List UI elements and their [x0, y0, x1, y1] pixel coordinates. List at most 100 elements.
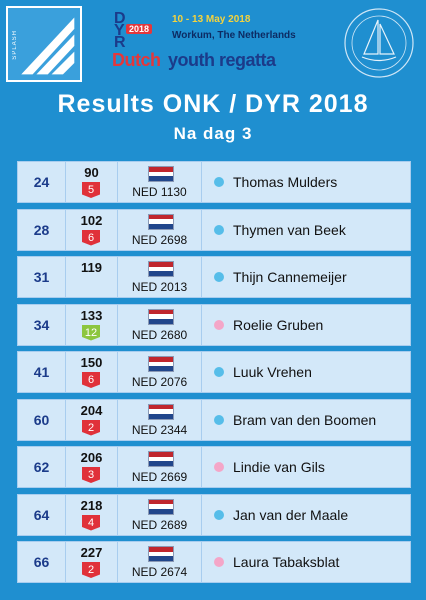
- dyr-letter-y: Y: [114, 22, 125, 39]
- overall-rank: 64: [33, 506, 50, 523]
- sailor-name: Thymen van Beek: [233, 221, 346, 238]
- score-cell: 206 3: [66, 447, 118, 487]
- result-row: 64 218 4 NED 2689 Jan van der Maale: [17, 493, 411, 536]
- sail-cell: NED 2674: [118, 542, 202, 582]
- score-cell: 133 12: [66, 304, 118, 345]
- sailor-cell: Jan van der Maale: [202, 495, 410, 535]
- overall-rank: 41: [33, 364, 50, 380]
- sailor-name: Luuk Vrehen: [233, 364, 312, 380]
- sail-number: NED 2689: [131, 517, 188, 532]
- sail-cell: NED 2698: [118, 209, 202, 250]
- score-cell: 119: [66, 257, 118, 297]
- overall-rank: 24: [33, 174, 50, 190]
- sail-cell: NED 2344: [118, 399, 202, 440]
- sailor-cell: Luuk Vrehen: [202, 352, 410, 392]
- sail-number: NED 2698: [131, 232, 188, 247]
- total-points: 90: [84, 165, 99, 180]
- page-title: Results ONK / DYR 2018: [57, 90, 369, 118]
- gender-dot-icon: [214, 414, 224, 425]
- sail-number: NED 2013: [131, 280, 188, 294]
- event-name-dutch: Dutch: [112, 50, 161, 70]
- netherlands-flag-icon: [148, 213, 174, 230]
- result-row: 28 102 6 NED 2698 Thymen van Beek: [17, 208, 411, 251]
- rank-cell: 62: [18, 447, 66, 487]
- day-place-badge: 12: [82, 324, 100, 341]
- netherlands-flag-icon: [148, 498, 174, 515]
- sailor-name: Jan van der Maale: [233, 506, 349, 523]
- gender-dot-icon: [214, 319, 224, 330]
- score-cell: 218 4: [66, 494, 118, 535]
- gender-dot-icon: [214, 462, 224, 472]
- sailor-cell: Thomas Mulders: [202, 162, 410, 202]
- result-row: 31 119 NED 2013 Thijn Cannemeijer: [17, 256, 411, 298]
- total-points: 150: [80, 355, 103, 370]
- day-place-badge: 6: [82, 229, 100, 246]
- left-logo-text: SPLASH: [12, 30, 18, 60]
- overall-rank: 62: [33, 459, 50, 475]
- rank-cell: 34: [18, 304, 66, 345]
- netherlands-flag-icon: [148, 261, 174, 277]
- score-cell: 90 5: [66, 162, 118, 202]
- score-cell: 150 6: [66, 352, 118, 392]
- rank-cell: 41: [18, 352, 66, 392]
- event-dates: 10 - 13 May 2018: [172, 14, 251, 25]
- netherlands-flag-icon: [148, 308, 174, 325]
- header: SPLASH D Y R 2018 10 - 13 May 2018 Worku…: [0, 0, 426, 90]
- sail-number: NED 2076: [131, 375, 188, 389]
- total-points: 133: [80, 307, 103, 323]
- day-place-badge: 5: [82, 182, 100, 198]
- sailor-name: Thijn Cannemeijer: [233, 269, 347, 285]
- overall-rank: 28: [33, 221, 50, 238]
- netherlands-flag-icon: [148, 403, 174, 420]
- sail-cell: NED 1130: [118, 162, 202, 202]
- day-place-badge: 4: [82, 514, 100, 531]
- page-subtitle: Na dag 3: [173, 124, 253, 143]
- result-row: 41 150 6 NED 2076 Luuk Vrehen: [17, 351, 411, 393]
- sailor-name: Bram van den Boomen: [233, 411, 377, 428]
- gender-dot-icon: [214, 177, 224, 187]
- day-place-badge: 6: [82, 372, 100, 388]
- gender-dot-icon: [214, 224, 224, 235]
- total-points: 218: [80, 497, 103, 513]
- sail-cell: NED 2680: [118, 304, 202, 345]
- total-points: 204: [80, 402, 103, 418]
- result-row: 66 227 2 NED 2674 Laura Tabaksblat: [17, 541, 411, 583]
- rank-cell: 24: [18, 162, 66, 202]
- total-points: 206: [80, 450, 103, 465]
- rank-cell: 31: [18, 257, 66, 297]
- result-row: 60 204 2 NED 2344 Bram van den Boomen: [17, 398, 411, 441]
- overall-rank: 66: [33, 554, 50, 570]
- rank-cell: 66: [18, 542, 66, 582]
- sail-number: NED 2344: [131, 422, 188, 437]
- netherlands-flag-icon: [148, 166, 174, 182]
- netherlands-flag-icon: [148, 356, 174, 372]
- score-cell: 204 2: [66, 399, 118, 440]
- netherlands-flag-icon: [148, 546, 174, 562]
- day-place-badge: 2: [82, 562, 100, 578]
- sail-cell: NED 2689: [118, 494, 202, 535]
- dyr-letter-r: R: [114, 34, 126, 51]
- day-place-badge: 2: [82, 419, 100, 436]
- sailor-name: Lindie van Gils: [233, 459, 325, 475]
- overall-rank: 60: [33, 411, 50, 428]
- sailor-name: Roelie Gruben: [233, 316, 324, 333]
- event-logo: D Y R 2018 10 - 13 May 2018 Workum, The …: [112, 10, 322, 74]
- sailboat-icon: [344, 8, 414, 78]
- gender-dot-icon: [214, 557, 224, 567]
- result-row: 24 90 5 NED 1130 Thomas Mulders: [17, 161, 411, 203]
- sail-number: NED 1130: [132, 185, 187, 199]
- sailor-cell: Thijn Cannemeijer: [202, 257, 410, 297]
- result-row: 62 206 3 NED 2669 Lindie van Gils: [17, 446, 411, 488]
- sail-cell: NED 2076: [118, 352, 202, 392]
- sailor-cell: Thymen van Beek: [202, 210, 410, 250]
- total-points: 227: [80, 545, 103, 560]
- score-cell: 227 2: [66, 542, 118, 582]
- total-points: 102: [80, 212, 103, 228]
- dyr-letter-d: D: [114, 10, 126, 27]
- gender-dot-icon: [214, 509, 224, 520]
- overall-rank: 34: [33, 316, 50, 333]
- result-row: 34 133 12 NED 2680 Roelie Gruben: [17, 303, 411, 346]
- sailor-name: Laura Tabaksblat: [233, 554, 340, 570]
- event-place: Workum, The Netherlands: [172, 30, 296, 41]
- netherlands-flag-icon: [148, 451, 174, 467]
